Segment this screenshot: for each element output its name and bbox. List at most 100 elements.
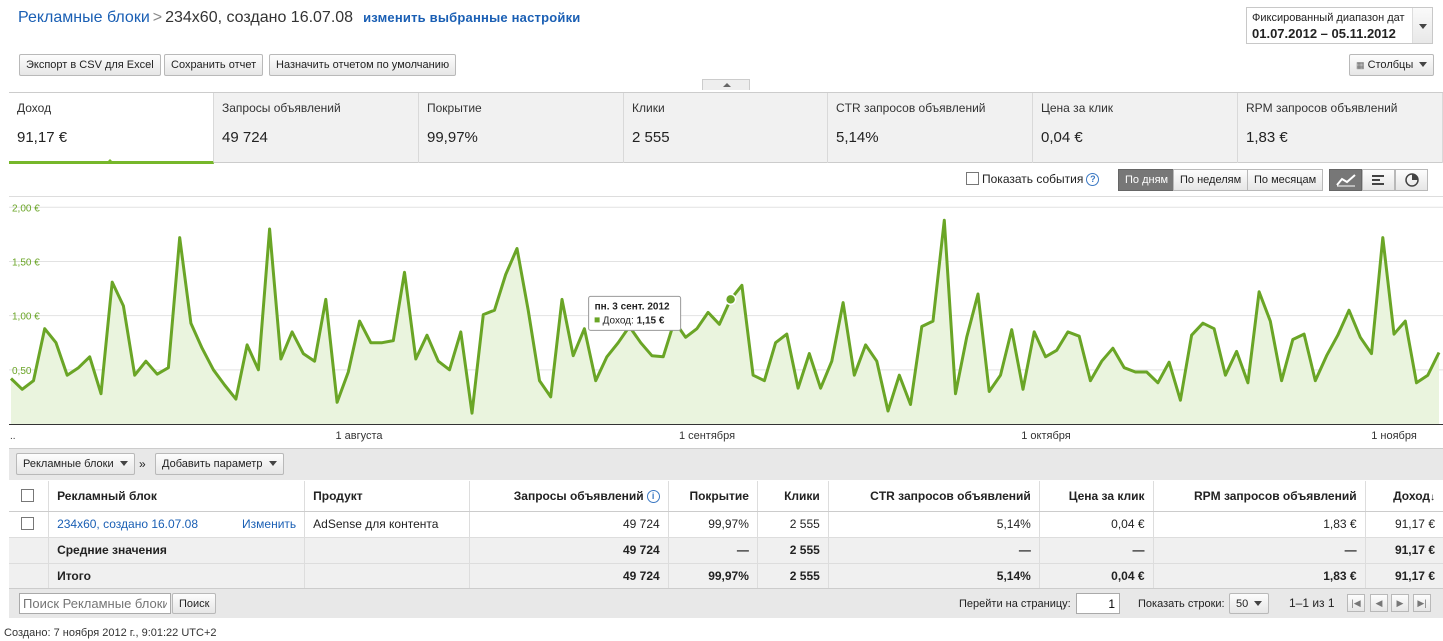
metric-tile[interactable]: RPM запросов объявлений 1,83 €: [1238, 93, 1443, 163]
avg-requests: 49 724: [469, 537, 669, 564]
coverage-cell: 99,97%: [668, 511, 758, 538]
chevron-up-icon: [723, 83, 731, 87]
active-tile-indicator: [105, 159, 115, 164]
metric-value: 99,97%: [427, 129, 478, 146]
revenue-area: [11, 220, 1439, 424]
avg-ctr: —: [828, 537, 1040, 564]
x-tick-label: 1 августа: [335, 430, 383, 442]
rows-per-page-select[interactable]: 50: [1229, 593, 1270, 614]
bar-chart-view-button[interactable]: [1362, 169, 1395, 191]
y-tick-label: 0,50 €: [12, 366, 40, 377]
col-requests[interactable]: Запросы объявлений i: [469, 481, 669, 512]
col-cpc[interactable]: Цена за клик: [1039, 481, 1154, 512]
by-month-button[interactable]: По месяцам: [1247, 169, 1324, 191]
tooltip-value: 1,15 €: [637, 315, 665, 326]
ad-unit-cell: 234x60, создано 16.07.08 Изменить: [48, 511, 306, 538]
by-day-button[interactable]: По дням: [1118, 169, 1176, 191]
row-checkbox[interactable]: [20, 517, 34, 530]
metric-label: Запросы объявлений: [222, 101, 341, 115]
metric-tiles: Доход 91,17 € Запросы объявлений 49 724 Покр…: [9, 92, 1443, 164]
col-product[interactable]: Продукт: [304, 481, 470, 512]
date-range-dropdown-button[interactable]: [1412, 8, 1432, 43]
edit-link[interactable]: Изменить: [242, 517, 297, 531]
col-revenue[interactable]: Доход↓: [1365, 481, 1443, 512]
save-report-button[interactable]: Сохранить отчет: [164, 54, 264, 76]
select-all-cell: [9, 481, 50, 512]
prev-page-button[interactable]: ◀: [1370, 594, 1388, 612]
dimension-dropdown[interactable]: Рекламные блоки: [16, 453, 135, 475]
tooltip-box: [588, 295, 682, 331]
metric-value: 91,17 €: [17, 129, 68, 146]
collapse-toggle[interactable]: [702, 79, 750, 90]
date-range-label: Фиксированный диапазон дат: [1252, 12, 1405, 24]
ctr-cell: 5,14%: [828, 511, 1040, 538]
show-events-control[interactable]: Показать события?: [966, 172, 1100, 186]
info-icon[interactable]: i: [646, 489, 660, 503]
table-row: 234x60, создано 16.07.08 Изменить AdSense…: [9, 511, 1443, 538]
search-button[interactable]: Поиск: [172, 593, 217, 614]
y-tick-label: 2,00 €: [12, 203, 40, 214]
col-clicks[interactable]: Клики: [757, 481, 829, 512]
metric-label: Доход: [17, 101, 52, 115]
tooltip-series-label: Доход:: [603, 315, 634, 326]
total-revenue: 91,17 €: [1365, 563, 1443, 589]
revenue-chart: 2,00 € 1,50 € 1,00 € 0,50 €.. 1 августа 1 сен…: [9, 196, 1443, 442]
total-requests: 49 724: [469, 563, 669, 589]
by-week-button[interactable]: По неделям: [1173, 169, 1249, 191]
rows-label: Показать строки:: [1138, 598, 1225, 610]
dimension-arrow: »: [139, 457, 146, 471]
metric-tile[interactable]: Клики 2 555: [624, 93, 828, 163]
add-dimension-dropdown[interactable]: Добавить параметр: [155, 453, 284, 475]
breadcrumb-root-link[interactable]: Рекламные блоки: [18, 9, 150, 26]
report-table: Рекламный блок Продукт Запросы объявлени…: [9, 481, 1443, 589]
line-chart-view-button[interactable]: [1329, 169, 1362, 191]
next-page-icon: ▶: [1396, 598, 1404, 608]
date-range-picker[interactable]: Фиксированный диапазон дат 01.07.2012 – …: [1246, 7, 1433, 44]
metric-value: 0,04 €: [1041, 129, 1083, 146]
next-page-button[interactable]: ▶: [1391, 594, 1409, 612]
chevron-down-icon: [1419, 24, 1427, 29]
avg-revenue: 91,17 €: [1365, 537, 1443, 564]
revenue-cell: 91,17 €: [1365, 511, 1443, 538]
export-csv-button[interactable]: Экспорт в CSV для Excel: [19, 54, 161, 76]
metric-tile[interactable]: Покрытие 99,97%: [419, 93, 624, 163]
search-input[interactable]: [19, 593, 171, 614]
tooltip-date: пн. 3 сент. 2012: [595, 301, 670, 312]
total-coverage: 99,97%: [668, 563, 758, 589]
columns-button[interactable]: ▦ Столбцы: [1349, 54, 1435, 76]
x-tick-label: 1 октября: [1021, 430, 1071, 442]
empty-cell: [9, 563, 50, 589]
col-coverage[interactable]: Покрытие: [668, 481, 758, 512]
averages-row: Средние значения 49 724 — 2 555 — — — 91…: [9, 537, 1443, 564]
metric-tile[interactable]: CTR запросов объявлений 5,14%: [828, 93, 1033, 163]
goto-page-input[interactable]: [1076, 593, 1120, 614]
pie-chart-icon: [1405, 173, 1419, 187]
page-title: 234x60, создано 16.07.08: [165, 9, 354, 26]
avg-rpm: —: [1153, 537, 1366, 564]
pie-chart-view-button[interactable]: [1395, 169, 1428, 191]
select-all-checkbox[interactable]: [20, 488, 34, 502]
empty-cell: [304, 537, 470, 564]
metric-tile[interactable]: Запросы объявлений 49 724: [214, 93, 419, 163]
totals-label: Итого: [48, 563, 306, 589]
dimension-label: Рекламные блоки: [23, 458, 114, 470]
row-select-cell: [9, 511, 50, 538]
change-settings-link[interactable]: изменить выбранные настройки: [363, 10, 581, 25]
clicks-cell: 2 555: [757, 511, 829, 538]
averages-label: Средние значения: [48, 537, 306, 564]
goto-page-label: Перейти на страницу:: [959, 598, 1071, 610]
col-rpm[interactable]: RPM запросов объявлений: [1153, 481, 1366, 512]
breadcrumb: Рекламные блоки >234x60, создано 16.07.08…: [18, 9, 580, 27]
metric-tile[interactable]: Доход 91,17 €: [9, 93, 214, 164]
ad-unit-link[interactable]: 234x60, создано 16.07.08: [57, 517, 199, 531]
col-ctr[interactable]: CTR запросов объявлений: [828, 481, 1040, 512]
last-page-button[interactable]: ▶|: [1413, 594, 1431, 612]
help-icon[interactable]: ?: [1086, 173, 1100, 186]
first-page-button[interactable]: |◀: [1347, 594, 1365, 612]
col-ad-unit[interactable]: Рекламный блок: [48, 481, 306, 512]
show-events-checkbox[interactable]: [966, 172, 979, 185]
total-ctr: 5,14%: [828, 563, 1040, 589]
metric-tile[interactable]: Цена за клик 0,04 €: [1033, 93, 1238, 163]
set-default-report-button[interactable]: Назначить отчетом по умолчанию: [269, 54, 457, 76]
avg-cpc: —: [1039, 537, 1154, 564]
